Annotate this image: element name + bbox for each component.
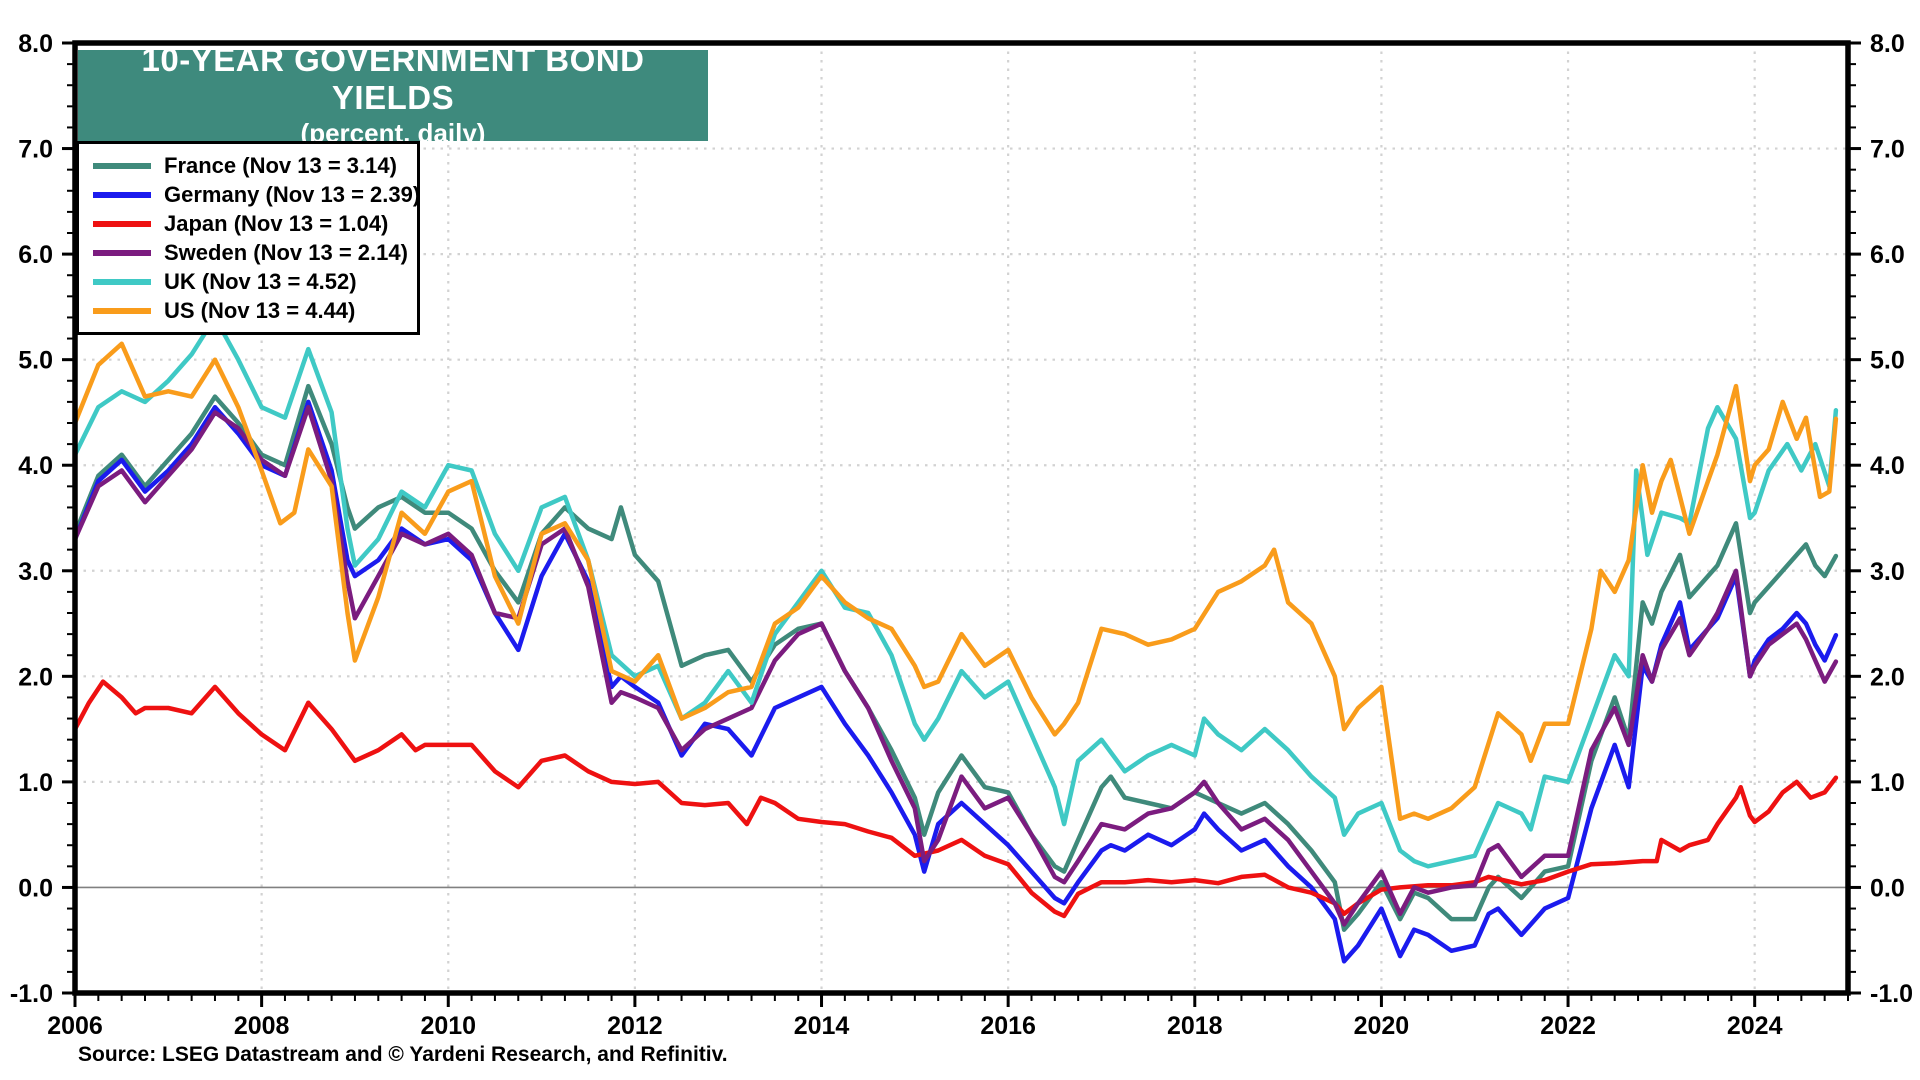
legend-swatch-france [93,162,151,169]
y-axis-label-right: 0.0 [1870,874,1905,902]
x-axis-label: 2006 [47,1012,103,1040]
legend-label-germany: Germany (Nov 13 = 2.39) [164,181,421,207]
legend-label-france: France (Nov 13 = 3.14) [164,152,397,178]
frame [72,40,1851,996]
chart-title: 10-YEAR GOVERNMENT BOND YIELDS [141,41,645,117]
y-axis-label-right: 1.0 [1870,769,1905,797]
y-axis-label-left: 3.0 [18,558,53,586]
legend-swatch-germany [93,191,151,198]
source-note: Source: LSEG Datastream and © Yardeni Re… [78,1043,728,1066]
y-axis-label-right: 7.0 [1870,136,1905,164]
y-axis-label-left: 0.0 [18,874,53,902]
y-axis-label-right: 6.0 [1870,241,1905,269]
series-line-us [72,341,1839,822]
y-axis-label-right: 3.0 [1870,558,1905,586]
legend-item-sweden: Sweden (Nov 13 = 2.14) [93,238,417,267]
chart-title-box: 10-YEAR GOVERNMENT BOND YIELDS (percent,… [78,41,708,148]
legend-item-uk: UK (Nov 13 = 4.52) [93,267,417,296]
x-axis-label: 2024 [1727,1012,1783,1040]
x-axis-label: 2014 [794,1012,850,1040]
series-line-sweden [72,404,1839,927]
x-axis-label: 2010 [420,1012,476,1040]
x-axis-label: 2022 [1540,1012,1596,1040]
y-axis-label-left: -1.0 [10,980,53,1008]
y-axis-label-left: 2.0 [18,663,53,691]
y-axis-label-left: 6.0 [18,241,53,269]
legend-swatch-japan [93,220,151,227]
legend: France (Nov 13 = 3.14) Germany (Nov 13 = … [76,141,420,335]
legend-item-japan: Japan (Nov 13 = 1.04) [93,209,417,238]
y-axis-labels-left: -1.0 0.0 1.0 2.0 3.0 4.0 5.0 6.0 7.0 8.0 [10,30,53,1008]
y-axis-label-left: 1.0 [18,769,53,797]
legend-swatch-sweden [93,249,151,256]
legend-label-us: US (Nov 13 = 4.44) [164,297,356,323]
legend-swatch-us [93,307,151,314]
legend-label-japan: Japan (Nov 13 = 1.04) [164,210,389,236]
legend-swatch-uk [93,278,151,285]
legend-item-germany: Germany (Nov 13 = 2.39) [93,180,421,209]
x-axis-label: 2020 [1354,1012,1410,1040]
series-line-france [72,383,1839,932]
series-line-uk [72,315,1839,869]
x-axis-label: 2018 [1167,1012,1223,1040]
series-lines [72,315,1839,964]
y-axis-label-right: 4.0 [1870,452,1905,480]
plot-frame [72,40,1851,996]
y-axis-label-right: 5.0 [1870,347,1905,375]
series-line-japan [72,679,1839,919]
y-axis-label-left: 5.0 [18,347,53,375]
y-axis-label-right: -1.0 [1870,980,1913,1008]
legend-label-sweden: Sweden (Nov 13 = 2.14) [164,239,408,265]
y-axis-label-left: 8.0 [18,30,53,58]
x-axis-label: 2016 [980,1012,1036,1040]
legend-item-france: France (Nov 13 = 3.14) [93,151,417,180]
legend-label-uk: UK (Nov 13 = 4.52) [164,268,357,294]
grid-lines [75,43,1848,993]
x-axis-label: 2008 [234,1012,290,1040]
y-axis-labels-right: -1.0 0.0 1.0 2.0 3.0 4.0 5.0 6.0 7.0 8.0 [1870,30,1913,1008]
x-axis-labels: 2006 2008 2010 2012 2014 2016 2018 2020 2022 2024 [47,1012,1782,1040]
y-axis-label-left: 4.0 [18,452,53,480]
x-axis-label: 2012 [607,1012,663,1040]
legend-item-us: US (Nov 13 = 4.44) [93,296,417,325]
y-axis-label-left: 7.0 [18,136,53,164]
y-axis-label-right: 2.0 [1870,663,1905,691]
y-axis-label-right: 8.0 [1870,30,1905,58]
